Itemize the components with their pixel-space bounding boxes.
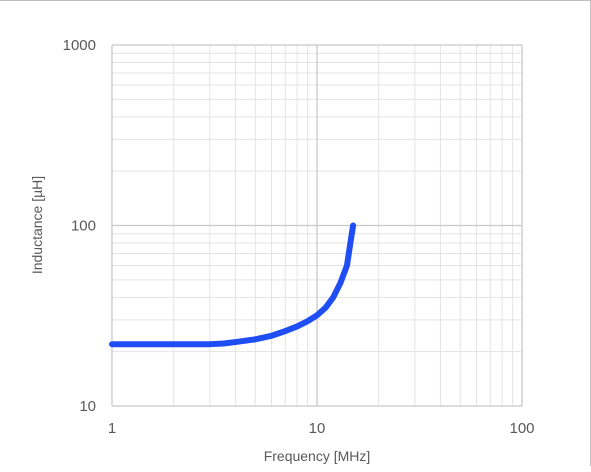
y-tick-label: 100 (71, 218, 96, 235)
y-tick-label: 1000 (63, 37, 96, 54)
x-tick-label: 10 (309, 420, 326, 437)
y-axis-title: Inductance [µH] (29, 176, 45, 274)
x-axis-title: Frequency [MHz] (264, 448, 371, 464)
major-gridlines (111, 44, 523, 407)
x-tick-label: 1 (108, 420, 116, 437)
x-tick-label: 100 (509, 420, 534, 437)
tick-labels: 1 10 100 10 100 1000 (63, 37, 535, 437)
series-line-1 (109, 222, 357, 348)
y-tick-label: 10 (79, 398, 96, 415)
series-layer (109, 222, 357, 348)
